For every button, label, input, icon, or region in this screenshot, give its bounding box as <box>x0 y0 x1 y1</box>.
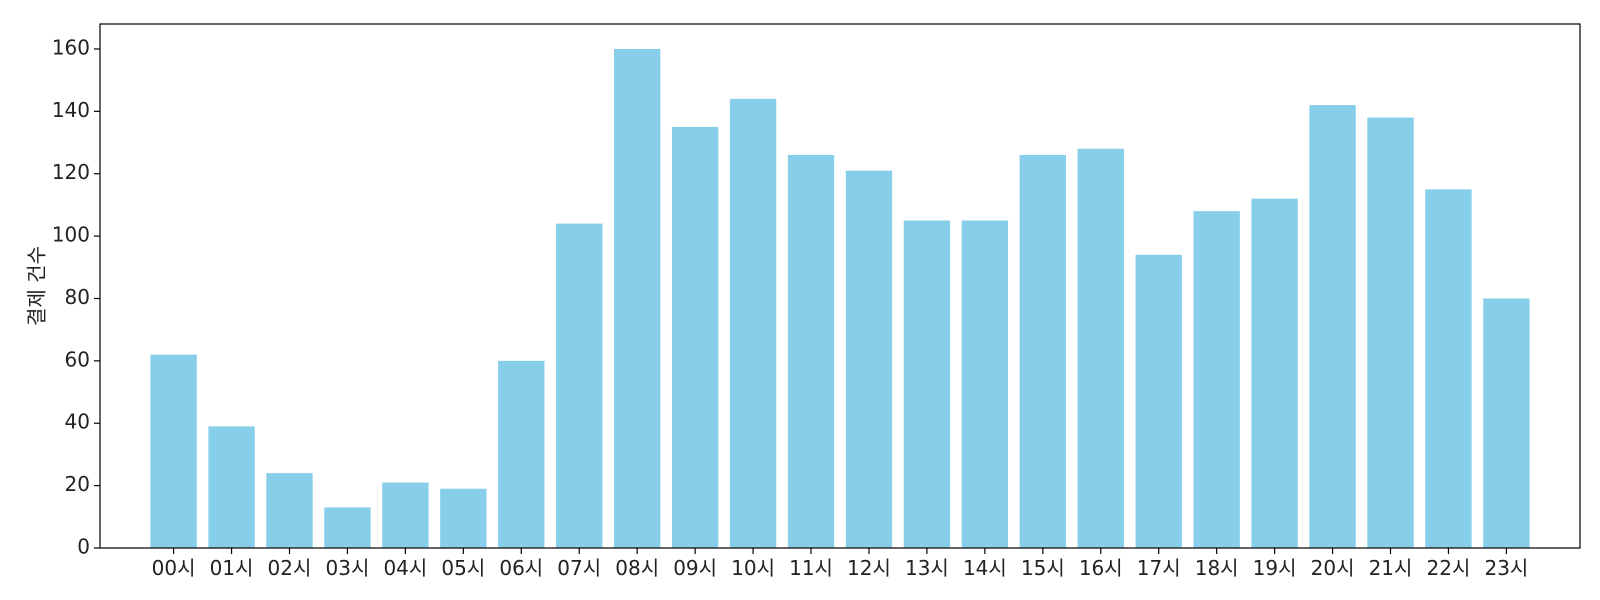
y-tick-label: 100 <box>52 223 90 247</box>
x-tick-label: 02시 <box>268 556 312 580</box>
bar-19 <box>1251 198 1298 548</box>
x-tick-label: 18시 <box>1195 556 1239 580</box>
x-tick-label: 08시 <box>615 556 659 580</box>
bar-3 <box>324 507 371 548</box>
bar-20 <box>1309 105 1356 548</box>
x-tick-label: 13시 <box>905 556 949 580</box>
x-tick-label: 16시 <box>1079 556 1123 580</box>
y-tick-label: 140 <box>52 98 90 122</box>
bar-14 <box>961 220 1009 548</box>
y-tick-label: 40 <box>65 410 90 434</box>
bar-9 <box>671 126 719 548</box>
x-tick-label: 23시 <box>1484 556 1528 580</box>
bar-2 <box>266 473 313 548</box>
x-tick-label: 12시 <box>847 556 891 580</box>
x-tick-label: 14시 <box>963 556 1007 580</box>
x-tick-label: 05시 <box>441 556 485 580</box>
x-tick-label: 04시 <box>383 556 427 580</box>
x-tick-label: 22시 <box>1427 556 1471 580</box>
bar-21 <box>1367 117 1414 549</box>
y-axis-label: 결제 건수 <box>25 246 49 326</box>
x-tick-label: 19시 <box>1253 556 1297 580</box>
bar-7 <box>556 223 603 548</box>
bar-4 <box>382 482 429 548</box>
y-tick-label: 120 <box>52 160 90 184</box>
x-tick-label: 15시 <box>1021 556 1065 580</box>
y-tick-label: 20 <box>65 472 90 496</box>
x-tick-label: 10시 <box>731 556 775 580</box>
x-tick-label: 11시 <box>789 556 833 580</box>
x-tick-label: 09시 <box>673 556 717 580</box>
bar-13 <box>903 220 951 548</box>
x-tick-label: 07시 <box>557 556 601 580</box>
bar-15 <box>1019 155 1066 548</box>
x-tick-label: 01시 <box>210 556 254 580</box>
bar-1 <box>208 426 255 548</box>
y-tick-label: 60 <box>65 347 90 371</box>
bar-8 <box>614 48 661 548</box>
bar-23 <box>1483 298 1530 548</box>
x-tick-label: 21시 <box>1369 556 1413 580</box>
x-tick-label: 00시 <box>152 556 196 580</box>
y-tick-label: 0 <box>77 535 90 559</box>
y-tick-label: 160 <box>52 35 90 59</box>
bar-12 <box>845 170 893 548</box>
x-tick-label: 20시 <box>1311 556 1355 580</box>
x-axis: 00시 01시 02시 03시 04시 05시 06시 07시 08시 09시 10시 11시 12시 1… <box>152 548 1528 580</box>
bar-17 <box>1135 254 1182 549</box>
x-tick-label: 06시 <box>499 556 543 580</box>
bar-5 <box>440 488 487 548</box>
bar-11 <box>787 155 835 548</box>
y-axis: 0 20 40 60 80 100 120 140 160 <box>52 35 100 559</box>
bar-10 <box>729 98 777 548</box>
bar-16 <box>1077 148 1124 548</box>
bar-6 <box>498 360 545 548</box>
bars-group <box>150 48 1530 549</box>
x-tick-label: 17시 <box>1137 556 1181 580</box>
x-tick-label: 03시 <box>326 556 370 580</box>
bar-22 <box>1425 189 1472 549</box>
bar-0 <box>150 354 197 548</box>
bar-18 <box>1193 211 1240 548</box>
plot-frame <box>99 23 1581 549</box>
y-tick-label: 80 <box>65 285 90 309</box>
